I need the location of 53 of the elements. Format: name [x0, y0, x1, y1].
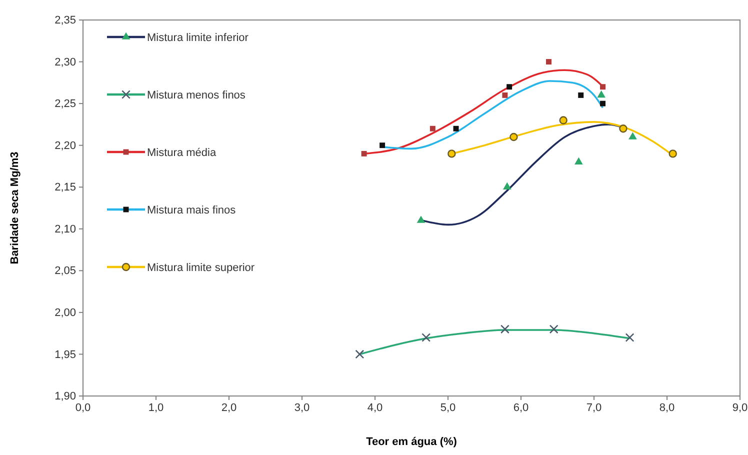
x-tick-label: 7,0	[586, 402, 602, 414]
y-tick-label: 2,35	[54, 14, 76, 27]
point	[600, 84, 606, 90]
point	[574, 157, 583, 164]
point	[600, 100, 606, 106]
point	[619, 124, 628, 133]
point	[578, 92, 584, 98]
line-series	[358, 329, 631, 356]
legend-label: Mistura menos finos	[147, 90, 246, 102]
point	[502, 92, 508, 98]
point	[502, 182, 512, 190]
point	[416, 216, 426, 223]
y-tick-label: 2,00	[54, 306, 76, 319]
x-tick-label: 8,0	[659, 402, 675, 414]
point	[559, 116, 568, 124]
y-tick-label: 1,95	[54, 348, 76, 361]
point	[430, 126, 436, 132]
point	[448, 150, 456, 158]
y-axis-title: Baridade seca Mg/m3	[9, 152, 21, 264]
point	[546, 59, 552, 65]
point	[355, 350, 364, 359]
y-tick-label: 2,05	[54, 265, 76, 278]
point	[628, 132, 637, 140]
point	[453, 126, 459, 132]
y-tick-label: 1,90	[54, 390, 76, 403]
x-axis-title: Teor em água (%)	[366, 436, 458, 448]
x-tick-label: 1,0	[148, 402, 164, 414]
point	[506, 84, 512, 90]
x-tick-label: 2,0	[221, 402, 237, 414]
x-tick-label: 3,0	[294, 402, 310, 414]
legend-label: Mistura limite inferior	[147, 32, 249, 44]
point	[361, 150, 367, 156]
y-tick-label: 2,10	[54, 223, 76, 236]
x-tick-label: 4,0	[367, 402, 383, 414]
x-tick-label: 9,0	[732, 402, 748, 414]
y-tick-label: 2,20	[54, 140, 76, 152]
x-tick-label: 5,0	[440, 402, 456, 414]
legend-label: Mistura limite superior	[147, 262, 255, 274]
point	[500, 324, 510, 334]
legend-label: Mistura média	[147, 147, 217, 159]
y-tick-label: 2,30	[54, 56, 76, 68]
point	[668, 150, 677, 158]
point	[597, 90, 606, 98]
y-tick-label: 2,25	[54, 98, 76, 110]
point	[380, 142, 386, 148]
x-tick-label: 0,0	[75, 402, 91, 414]
point	[422, 333, 431, 342]
point	[510, 132, 518, 142]
point	[625, 333, 634, 342]
y-tick-label: 2,15	[54, 182, 76, 194]
legend-label: Mistura mais finos	[147, 204, 236, 216]
x-tick-label: 6,0	[513, 402, 529, 414]
point	[549, 324, 558, 334]
